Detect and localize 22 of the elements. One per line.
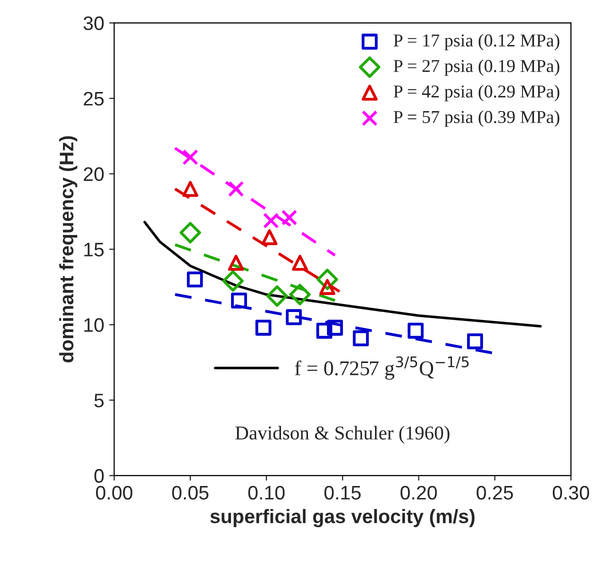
x-tick-label: 0.10 xyxy=(248,486,285,500)
x-tick-label: 0.20 xyxy=(400,486,437,500)
y-tick-label: 0 xyxy=(94,469,104,483)
annotation: Davidson & Schuler (1960) xyxy=(235,426,450,444)
legend-label: P = 27 psia (0.19 MPa) xyxy=(394,59,560,76)
legend-label: P = 17 psia (0.12 MPa) xyxy=(394,34,560,50)
x-axis-title: superficial gas velocity (m/s) xyxy=(210,508,475,528)
y-axis-title: dominant frequency (Hz) xyxy=(59,136,78,362)
x-tick-label: 0.00 xyxy=(96,486,132,500)
x-tick-label: 0.15 xyxy=(324,486,361,500)
y-tick-label: 30 xyxy=(84,16,104,30)
x-tick-label: 0.05 xyxy=(172,486,208,500)
legend-label: P = 57 psia (0.39 MPa) xyxy=(394,110,560,127)
y-tick-label: 20 xyxy=(84,167,104,182)
y-tick-label: 5 xyxy=(94,394,104,408)
y-tick-label: 25 xyxy=(84,92,104,106)
y-tick-label: 15 xyxy=(84,242,104,256)
x-tick-label: 0.25 xyxy=(476,486,513,500)
x-tick-label: 0.30 xyxy=(552,486,590,500)
legend-label: P = 42 psia (0.29 MPa) xyxy=(394,84,560,102)
legend-label: f = 0.7257 g$^{3/5}$Q$^{−1/5}$ xyxy=(294,356,469,380)
y-tick-label: 10 xyxy=(84,318,104,332)
